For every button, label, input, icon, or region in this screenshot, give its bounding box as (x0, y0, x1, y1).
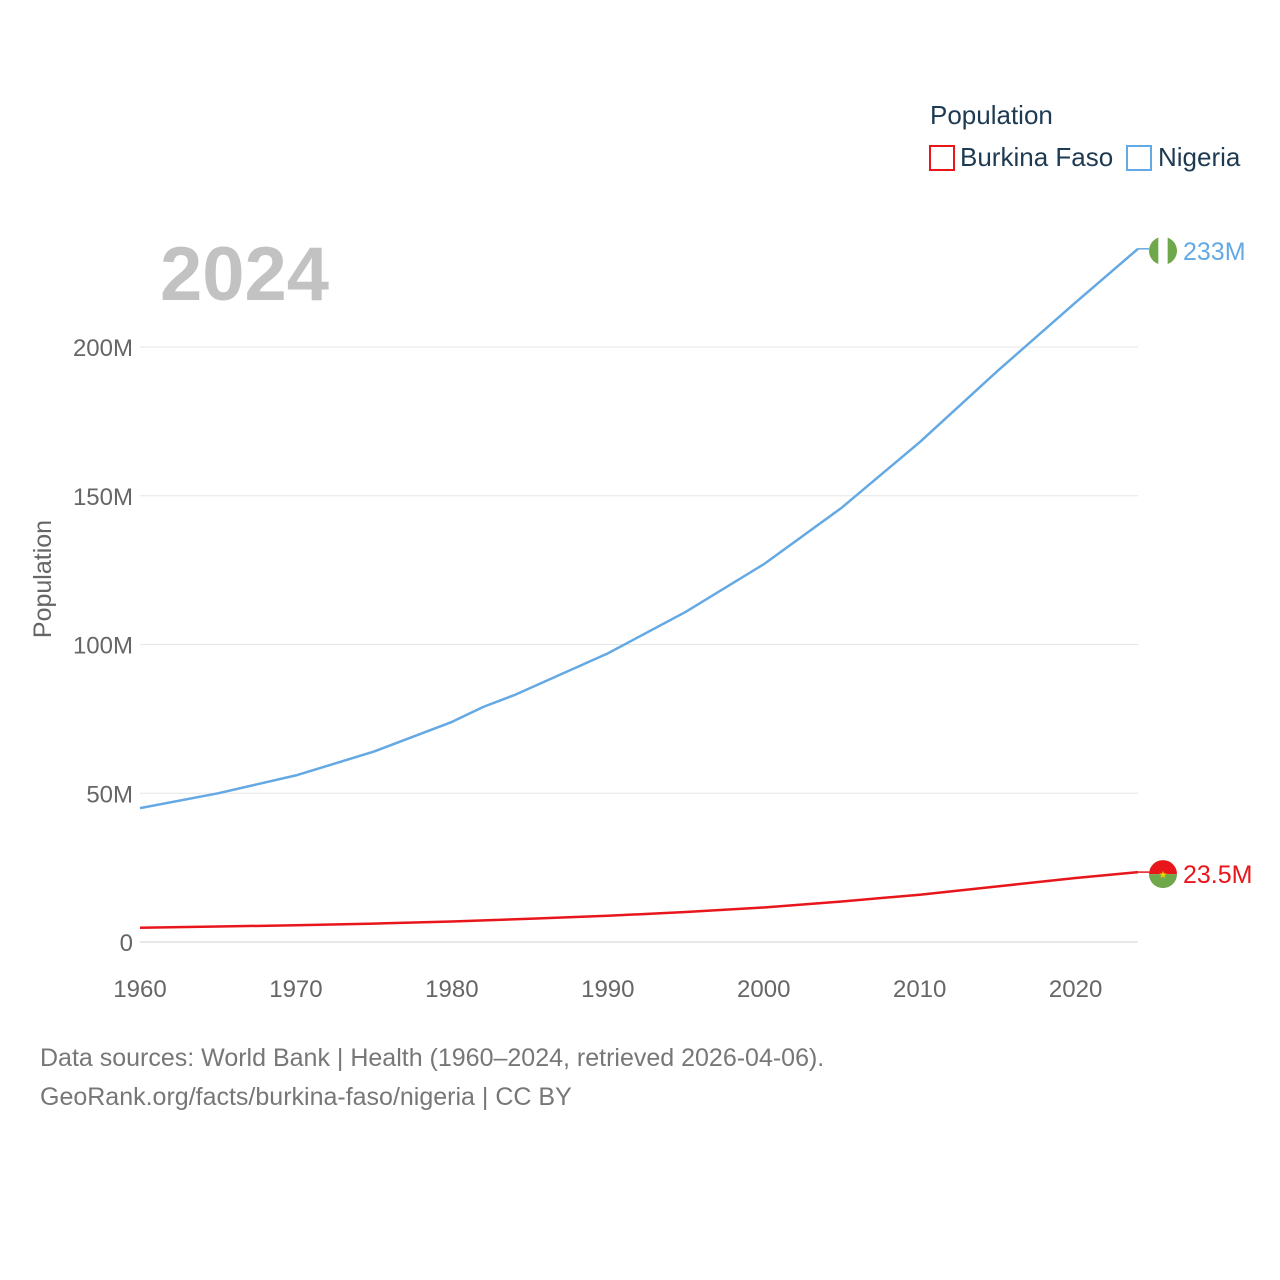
year-label: 2024 (160, 232, 329, 317)
x-tick-label: 1990 (581, 976, 634, 1003)
x-tick-label: 2010 (893, 976, 946, 1003)
legend-title: Population (930, 100, 1053, 130)
y-tick-label: 100M (73, 633, 133, 660)
series-line-burkina-faso[interactable] (139, 870, 1139, 929)
svg-text:★: ★ (1159, 870, 1168, 881)
y-tick-label: 200M (73, 335, 133, 362)
flag-burkina-faso-icon: ★ (1149, 860, 1177, 889)
end-label-nigeria: 233M (1183, 238, 1246, 266)
x-tick-label: 2020 (1049, 976, 1102, 1003)
x-tick-label: 1970 (269, 976, 322, 1003)
y-tick-label: 150M (73, 484, 133, 511)
flag-nigeria-icon (1149, 236, 1177, 265)
legend-swatch-burkina-faso (929, 145, 955, 171)
legend-item-burkina-faso[interactable]: Burkina Faso (929, 142, 1113, 172)
x-tick-label: 1980 (425, 976, 478, 1003)
legend-swatch-nigeria (1126, 145, 1152, 171)
y-axis-ticks: 0 50M 100M 150M 200M (73, 335, 133, 957)
legend-item-nigeria[interactable]: Nigeria (1126, 142, 1241, 172)
source-line-1: Data sources: World Bank | Health (1960–… (40, 1044, 825, 1072)
source-line-2[interactable]: GeoRank.org/facts/burkina-faso/nigeria |… (40, 1083, 572, 1111)
series-end-markers: ★ 23.5M 233M (1138, 236, 1252, 889)
y-tick-label: 50M (86, 781, 133, 808)
gridlines (140, 346, 1138, 943)
series-line-nigeria[interactable] (139, 247, 1139, 810)
end-label-burkina-faso: 23.5M (1183, 861, 1252, 889)
series-lines (139, 247, 1139, 929)
legend-label-nigeria: Nigeria (1158, 142, 1241, 172)
x-tick-label: 2000 (737, 976, 790, 1003)
y-axis-label: Population (29, 520, 57, 638)
x-axis-ticks: 1960 1970 1980 1990 2000 2010 2020 (113, 976, 1102, 1003)
y-tick-label: 0 (120, 930, 133, 957)
legend-label-burkina-faso: Burkina Faso (960, 142, 1113, 172)
x-tick-label: 1960 (113, 976, 166, 1003)
